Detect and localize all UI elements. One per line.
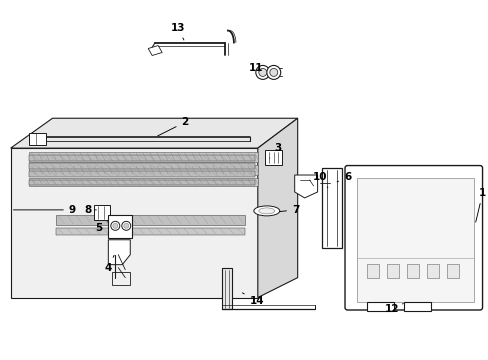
Polygon shape — [294, 175, 317, 198]
Polygon shape — [56, 215, 244, 225]
Polygon shape — [357, 178, 473, 302]
Bar — [386, 264, 399, 278]
Polygon shape — [94, 205, 110, 220]
Polygon shape — [28, 155, 254, 161]
Polygon shape — [11, 118, 297, 148]
Circle shape — [123, 223, 128, 228]
Text: 9: 9 — [13, 205, 76, 215]
Polygon shape — [112, 272, 130, 285]
Circle shape — [113, 223, 118, 228]
Polygon shape — [222, 268, 231, 310]
Ellipse shape — [253, 206, 279, 216]
Circle shape — [258, 68, 266, 76]
Text: 14: 14 — [242, 293, 264, 306]
Polygon shape — [28, 178, 257, 186]
Text: 7: 7 — [279, 205, 299, 215]
Text: 11: 11 — [248, 63, 263, 73]
Text: 12: 12 — [385, 303, 403, 314]
Polygon shape — [28, 171, 254, 177]
Polygon shape — [148, 45, 162, 55]
Text: 5: 5 — [95, 222, 107, 233]
Ellipse shape — [258, 208, 274, 214]
Polygon shape — [11, 148, 257, 298]
Text: 1: 1 — [475, 188, 486, 222]
Text: 2: 2 — [157, 117, 188, 136]
Text: 13: 13 — [170, 23, 185, 40]
Bar — [407, 264, 418, 278]
Polygon shape — [108, 215, 132, 238]
Bar — [446, 264, 458, 278]
Circle shape — [122, 221, 130, 230]
Polygon shape — [108, 240, 130, 265]
Bar — [427, 264, 438, 278]
Polygon shape — [56, 228, 244, 235]
Polygon shape — [28, 165, 257, 175]
Polygon shape — [264, 150, 281, 165]
Polygon shape — [28, 163, 254, 169]
Polygon shape — [321, 168, 341, 248]
FancyBboxPatch shape — [345, 166, 482, 310]
Polygon shape — [28, 133, 45, 145]
Polygon shape — [257, 118, 297, 298]
Polygon shape — [366, 302, 393, 311]
Text: 3: 3 — [269, 143, 281, 158]
Circle shape — [266, 66, 280, 80]
Circle shape — [255, 66, 269, 80]
Circle shape — [269, 68, 277, 76]
Bar — [366, 264, 379, 278]
Text: 4: 4 — [104, 255, 114, 273]
Polygon shape — [28, 180, 254, 185]
Text: 6: 6 — [336, 172, 350, 182]
Polygon shape — [404, 302, 430, 311]
Text: 10: 10 — [312, 172, 327, 188]
Polygon shape — [28, 152, 257, 162]
Text: 8: 8 — [84, 205, 96, 215]
Circle shape — [111, 221, 120, 230]
